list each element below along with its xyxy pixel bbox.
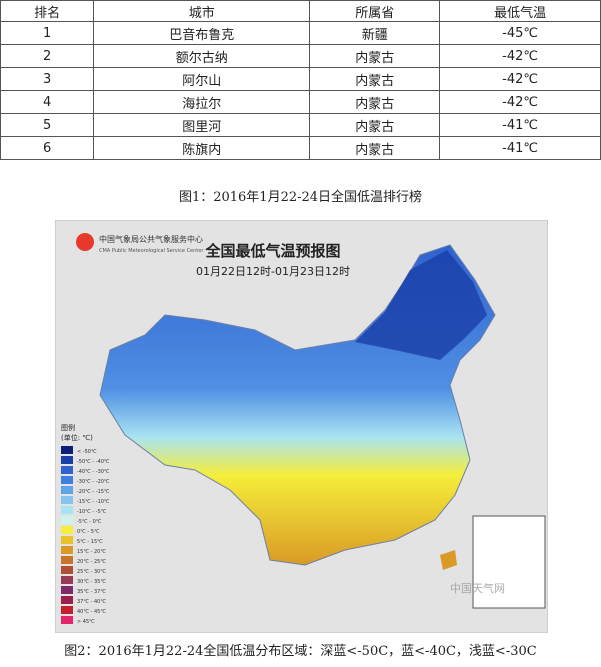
- table-cell: 海拉尔: [93, 90, 311, 114]
- table-cell: -45℃: [439, 21, 601, 45]
- legend-swatch: [61, 496, 73, 504]
- legend-label: -30℃ - -20℃: [77, 479, 110, 485]
- rank-table: 排名 城市 所属省 最低气温 1 巴音布鲁克 新疆 -45℃ 2 额尔古纳 内蒙古 -42℃ 3 阿尔山…: [0, 0, 601, 160]
- legend-swatch: [61, 486, 73, 494]
- table-cell: 6: [0, 136, 95, 160]
- map-subtitle: 01月22日12时-01月23日12时: [196, 265, 350, 278]
- legend-unit: (单位: ℃): [61, 433, 93, 442]
- legend-swatch: [61, 566, 73, 574]
- legend-swatch: [61, 516, 73, 524]
- table-row: 6 陈旗内 内蒙古 -41℃: [0, 136, 601, 160]
- hainan: [440, 550, 457, 570]
- legend-label: 37℃ - 40℃: [77, 599, 106, 605]
- map-title: 全国最低气温预报图: [204, 242, 340, 260]
- table-cell: 内蒙古: [309, 113, 441, 137]
- legend-label: 35℃ - 37℃: [77, 589, 106, 595]
- table-cell: 5: [0, 113, 95, 137]
- header-cell: 城市: [93, 0, 311, 22]
- legend-swatch: [61, 536, 73, 544]
- legend-swatch: [61, 606, 73, 614]
- legend-label: 40℃ - 45℃: [77, 609, 106, 615]
- table-cell: 巴音布鲁克: [93, 21, 311, 45]
- legend-swatch: [61, 556, 73, 564]
- table-cell: -42℃: [439, 90, 601, 114]
- table-cell: -41℃: [439, 136, 601, 160]
- header-cell: 所属省: [309, 0, 441, 22]
- table-cell: 图里河: [93, 113, 311, 137]
- table-cell: 内蒙古: [309, 44, 441, 68]
- table-row: 1 巴音布鲁克 新疆 -45℃: [0, 21, 601, 45]
- table-row: 3 阿尔山 内蒙古 -42℃: [0, 67, 601, 91]
- map-image: 中国气象局公共气象服务中心 CMA Public Meteorological …: [55, 220, 548, 633]
- legend-label: > 45℃: [77, 619, 95, 625]
- header-row: 排名 城市 所属省 最低气温: [0, 0, 601, 22]
- cold-region: [355, 250, 487, 360]
- table-cell: 阿尔山: [93, 67, 311, 91]
- table-body: 1 巴音布鲁克 新疆 -45℃ 2 额尔古纳 内蒙古 -42℃ 3 阿尔山 内蒙古 -42℃ 4 海拉尔内…: [0, 21, 601, 160]
- legend-swatch: [61, 466, 73, 474]
- header-cell: 排名: [0, 0, 95, 22]
- logo: [76, 233, 94, 251]
- table-cell: 3: [0, 67, 95, 91]
- legend: < -50℃ -50℃ - -40℃ -40℃ - -30℃ -30℃ - -20℃ -…: [61, 446, 110, 625]
- legend-label: 5℃ - 15℃: [77, 539, 103, 545]
- legend-swatch: [61, 616, 73, 624]
- table-cell: 1: [0, 21, 95, 45]
- table-cell: 4: [0, 90, 95, 114]
- legend-swatch: [61, 576, 73, 584]
- table-cell: 额尔古纳: [93, 44, 311, 68]
- legend-title: 图例: [61, 423, 75, 432]
- legend-swatch: [61, 596, 73, 604]
- legend-label: 0℃ - 5℃: [77, 529, 100, 535]
- legend-label: -50℃ - -40℃: [77, 459, 110, 465]
- caption: 图2：2016年1月22-24全国低温分布区域：深蓝<-50C，蓝<-40C，浅…: [64, 644, 537, 659]
- legend-label: -40℃ - -30℃: [77, 469, 110, 475]
- legend-swatch: [61, 506, 73, 514]
- legend-label: -5℃ - 0℃: [77, 519, 102, 525]
- table-row: 2 额尔古纳 内蒙古 -42℃: [0, 44, 601, 68]
- inset-map: [472, 515, 546, 609]
- header-cell: 最低气温: [439, 0, 601, 22]
- table-row: 4 海拉尔 内蒙古 -42℃: [0, 90, 601, 114]
- legend-label: -15℃ - -10℃: [77, 499, 110, 505]
- table-cell: 2: [0, 44, 95, 68]
- legend-swatch: [61, 586, 73, 594]
- legend-label: -10℃ - -5℃: [77, 509, 107, 515]
- org-name-en: CMA Public Meteorological Service Center: [99, 248, 204, 254]
- caption: 图1：2016年1月22-24日全国低温排行榜: [178, 190, 423, 205]
- legend-label: 20℃ - 25℃: [77, 559, 106, 565]
- table-cell: 内蒙古: [309, 67, 441, 91]
- table-cell: 内蒙古: [309, 90, 441, 114]
- table-cell: -42℃: [439, 44, 601, 68]
- table-cell: 新疆: [309, 21, 441, 45]
- legend-swatch: [61, 526, 73, 534]
- legend-label: < -50℃: [77, 449, 97, 455]
- legend-swatch: [61, 456, 73, 464]
- org-name: 中国气象局公共气象服务中心: [99, 234, 203, 244]
- legend-label: 30℃ - 35℃: [77, 579, 106, 585]
- table-cell: 陈旗内: [93, 136, 311, 160]
- table-row: 5 图里河 内蒙古 -41℃: [0, 113, 601, 137]
- legend-swatch: [61, 546, 73, 554]
- legend-label: 25℃ - 30℃: [77, 569, 106, 575]
- table-cell: -42℃: [439, 67, 601, 91]
- legend-label: 15℃ - 20℃: [77, 549, 106, 555]
- table-cell: 内蒙古: [309, 136, 441, 160]
- legend-label: -20℃ - -15℃: [77, 489, 110, 495]
- legend-swatch: [61, 446, 73, 454]
- table-cell: -41℃: [439, 113, 601, 137]
- watermark: 中国天气网: [450, 581, 505, 595]
- legend-swatch: [61, 476, 73, 484]
